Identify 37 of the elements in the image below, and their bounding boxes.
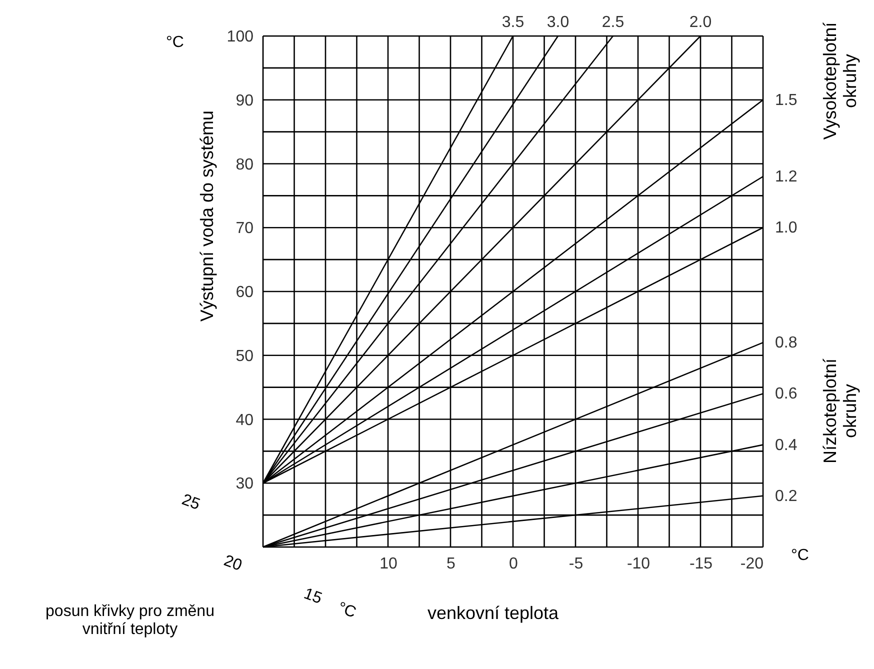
x-tick-label: -5 xyxy=(568,556,584,572)
x-tick-label: 5 xyxy=(446,556,456,572)
text: 25 xyxy=(180,491,202,514)
text: Vysokoteplotní okruhy xyxy=(820,22,860,140)
x-tick-label: -10 xyxy=(626,556,650,572)
text: 20 xyxy=(222,552,244,575)
y-tick-label: 100 xyxy=(226,28,254,46)
series-label: 1.5 xyxy=(775,92,798,109)
series-label: 2.5 xyxy=(602,14,624,31)
series-label: 0.8 xyxy=(775,334,798,352)
text: °C xyxy=(335,599,358,622)
text: 15 xyxy=(302,585,324,608)
y-tick-label: 60 xyxy=(236,284,254,301)
series-label: 0.6 xyxy=(775,386,798,403)
y-tick-label: 70 xyxy=(236,220,254,238)
y-tick-label: 50 xyxy=(236,348,254,365)
y-tick-label: 30 xyxy=(236,476,254,493)
x-tick-label: -20 xyxy=(740,556,764,572)
x-tick-label: 0 xyxy=(509,556,518,572)
y-axis-title: Výstupní voda do systému xyxy=(197,110,217,322)
x-axis-title: venkovní teplota xyxy=(427,603,560,623)
x-tick-label: -15 xyxy=(689,556,713,572)
text: °C xyxy=(791,547,809,564)
series-label: 2.0 xyxy=(689,14,712,31)
series-label: 1.2 xyxy=(775,168,798,186)
series-label: 1.0 xyxy=(775,220,798,237)
text: °C xyxy=(166,34,184,51)
series-label: 0.2 xyxy=(775,488,798,505)
x-tick-label: 10 xyxy=(380,556,398,572)
y-tick-label: 40 xyxy=(236,412,254,429)
y-tick-label: 90 xyxy=(236,92,254,110)
text: Nízkoteplotní okruhy xyxy=(820,358,860,464)
text: posun křivky pro změnu vnitřní teploty xyxy=(46,603,214,638)
series-label: 3.5 xyxy=(502,14,524,31)
series-label: 0.4 xyxy=(775,436,798,454)
series-label: 3.0 xyxy=(546,14,570,31)
y-tick-label: 80 xyxy=(236,156,254,174)
